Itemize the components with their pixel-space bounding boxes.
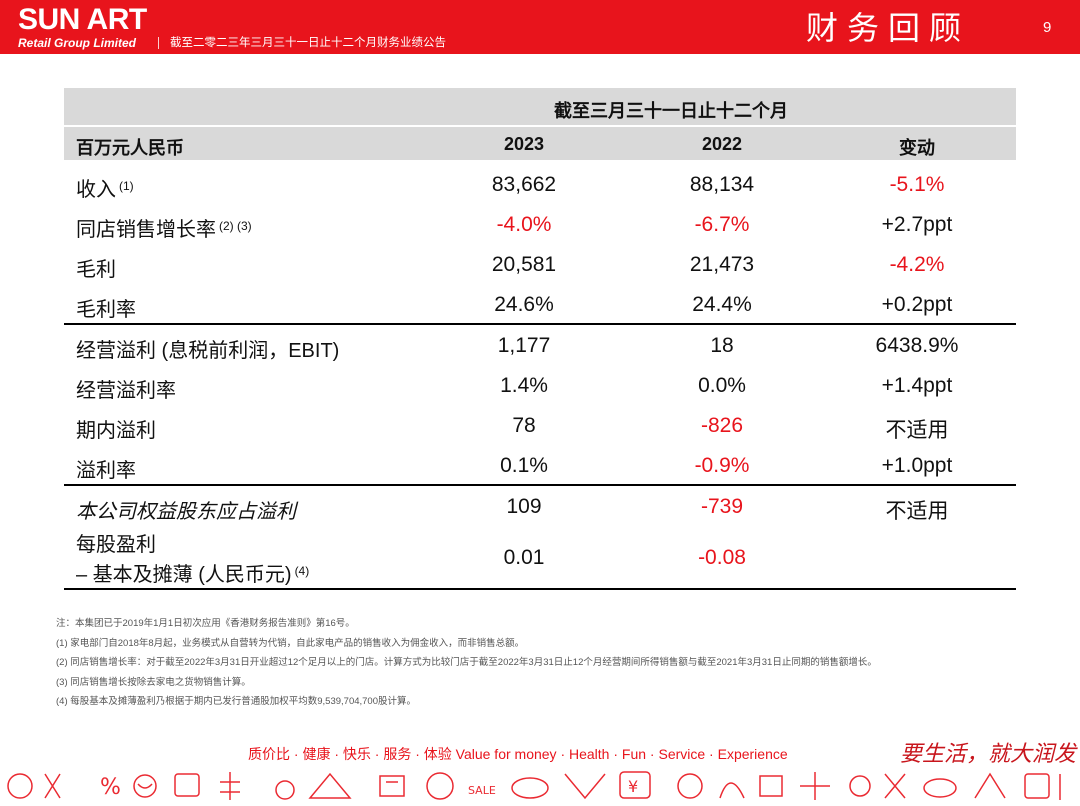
table-row: 每股盈利 – 基本及摊薄 (人民币元) (4) 0.01 -0.08 [64, 528, 1016, 588]
value-change: 不适用 [885, 419, 949, 442]
section-divider [64, 484, 1016, 486]
table-row: 同店销售增长率 (2) (3) -4.0% -6.7% +2.7ppt [64, 204, 1016, 244]
footnote-ref: (2) (3) [219, 219, 252, 233]
page-number: 9 [1043, 19, 1052, 36]
value-change: +2.7ppt [881, 213, 953, 236]
value-2023: 78 [512, 414, 536, 437]
row-label: 同店销售增长率 (2) (3) [76, 219, 252, 241]
footnote: (2) 同店销售增长率：对于截至2022年3月31日开业超过12个足月以上的门店… [56, 657, 877, 668]
section-divider [64, 323, 1016, 325]
value-change: 不适用 [885, 500, 949, 523]
value-change: -5.1% [889, 173, 945, 196]
value-2023: 0.1% [500, 454, 548, 477]
value-2023: 0.01 [503, 546, 545, 569]
svg-text:¥: ¥ [628, 777, 638, 796]
value-2022: 18 [710, 334, 734, 357]
value-change: 6438.9% [875, 334, 959, 357]
table-row: 收入 (1) 83,662 88,134 -5.1% [64, 164, 1016, 204]
row-label: 收入 (1) [76, 179, 134, 201]
row-label: 经营溢利率 [76, 380, 176, 402]
footnote-ref: (4) [294, 564, 310, 578]
value-change: +0.2ppt [881, 293, 953, 316]
table-row: 本公司权益股东应占溢利 109 -739 不适用 [64, 486, 1016, 526]
row-label: 溢利率 [76, 460, 136, 482]
footnote: (3) 同店销售增长按除去家电之货物销售计算。 [56, 676, 251, 688]
footnotes: 注：本集团已于2019年1月1日初次应用《香港财务报告准则》第16号。 (1) … [56, 614, 877, 712]
svg-text:%: % [100, 775, 121, 800]
unit-header: 百万元人民币 [76, 138, 184, 158]
table-row: 溢利率 0.1% -0.9% +1.0ppt [64, 445, 1016, 485]
value-2023: -4.0% [496, 213, 552, 236]
header-subtitle: 截至二零二三年三月三十一日止十二个月财务业绩公告 [170, 37, 446, 49]
value-2022: 0.0% [698, 374, 746, 397]
row-label: 毛利 [76, 259, 116, 281]
value-2022: -739 [700, 495, 744, 518]
value-2022: -6.7% [694, 213, 750, 236]
value-2023: 83,662 [491, 173, 557, 196]
value-2022: 88,134 [689, 173, 755, 196]
value-2022: -0.9% [694, 454, 750, 477]
logo-main: SUN ART [18, 3, 147, 36]
row-label: 每股盈利 – 基本及摊薄 (人民币元) (4) [76, 534, 310, 586]
value-2022: 24.4% [692, 293, 752, 316]
footnote-ref: (1) [119, 179, 134, 193]
header-bar: SUN ART Retail Group Limited 截至二零二三年三月三十… [0, 0, 1080, 54]
row-label: 毛利率 [76, 299, 136, 321]
table-row: 期内溢利 78 -826 不适用 [64, 405, 1016, 445]
row-label: 本公司权益股东应占溢利 [76, 501, 296, 523]
footnote: (4) 每股基本及摊薄盈利乃根据于期内已发行普通股加权平均数9,539,704,… [56, 696, 417, 707]
table-row: 毛利率 24.6% 24.4% +0.2ppt [64, 284, 1016, 324]
value-2023: 1.4% [500, 374, 548, 397]
value-2023: 109 [506, 495, 542, 518]
logo-sub: Retail Group Limited [18, 36, 137, 50]
svg-text:SALE: SALE [468, 784, 496, 797]
row-label: 期内溢利 [76, 420, 156, 442]
table-row: 毛利 20,581 21,473 -4.2% [64, 244, 1016, 284]
year-2023-header: 2023 [503, 134, 545, 154]
table-row: 经营溢利率 1.4% 0.0% +1.4ppt [64, 365, 1016, 405]
period-header: 截至三月三十一日止十二个月 [554, 101, 788, 121]
row-label: 经营溢利 (息税前利润，EBIT) [76, 340, 340, 362]
table-bottom-rule [64, 588, 1016, 590]
column-header-row: 百万元人民币 2023 2022 变动 [64, 127, 1016, 160]
section-title: 财务回顾 [806, 10, 971, 46]
table-row: 经营溢利 (息税前利润，EBIT) 1,177 18 6438.9% [64, 325, 1016, 365]
change-header: 变动 [899, 138, 935, 158]
footnote: (1) 家电部门自2018年8月起，业务模式从自营转为代销，自此家电产品的销售收… [56, 637, 525, 649]
header-divider [158, 37, 159, 49]
value-2022: -826 [700, 414, 744, 437]
value-2023: 20,581 [491, 253, 557, 276]
footer-tagline: 要生活，就大润发 [900, 742, 1077, 767]
value-2022: -0.08 [698, 546, 746, 569]
footnote: 注：本集团已于2019年1月1日初次应用《香港财务报告准则》第16号。 [56, 618, 355, 629]
year-2022-header: 2022 [701, 134, 743, 154]
value-change: +1.4ppt [881, 374, 953, 397]
footer-slogan: 质价比 · 健康 · 快乐 · 服务 · 体验 Value for money … [248, 746, 788, 762]
value-change: +1.0ppt [881, 454, 953, 477]
value-2023: 1,177 [497, 334, 551, 357]
value-change: -4.2% [889, 253, 945, 276]
value-2022: 21,473 [689, 253, 755, 276]
value-2023: 24.6% [494, 293, 554, 316]
period-header-row: 截至三月三十一日止十二个月 [64, 88, 1016, 125]
footer-doodle-pattern: % SALE ¥ [7, 771, 1061, 800]
